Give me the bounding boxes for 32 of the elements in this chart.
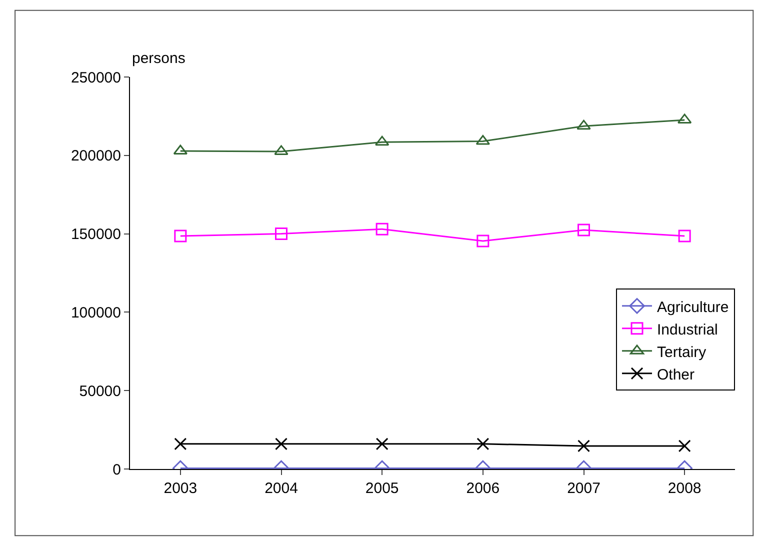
y-tick-label: 50000 (79, 382, 121, 400)
point (174, 230, 187, 242)
point (576, 120, 591, 130)
legend-label: Other (657, 366, 695, 384)
point (678, 440, 691, 452)
point (476, 438, 490, 450)
point (476, 234, 490, 248)
x-tick-label: 2007 (567, 480, 600, 497)
x-tick-label: 2006 (466, 480, 500, 497)
legend-label: Tertairy (657, 344, 707, 361)
y-tick-label: 200000 (70, 148, 121, 165)
y-tick-label: 0 (112, 461, 121, 478)
x-tick-label: 2003 (164, 480, 198, 497)
point (374, 136, 390, 146)
legend-label: Industrial (657, 321, 718, 338)
x-tick-label: 2004 (264, 480, 298, 497)
y-tick-label: 100000 (70, 304, 121, 322)
point (174, 438, 187, 450)
point (376, 222, 388, 236)
point (173, 144, 188, 155)
legend-label: Agriculture (657, 298, 729, 316)
point (678, 230, 691, 242)
x-tick-label: 2005 (365, 480, 399, 497)
point (275, 438, 288, 450)
x-tick-label: 2008 (668, 480, 702, 497)
point (376, 438, 388, 450)
point (275, 228, 288, 240)
point (578, 440, 590, 452)
y-tick-label: 150000 (70, 226, 121, 244)
y-tick-label: 250000 (70, 69, 121, 86)
y-axis-title: persons (132, 50, 186, 67)
point (578, 224, 590, 236)
